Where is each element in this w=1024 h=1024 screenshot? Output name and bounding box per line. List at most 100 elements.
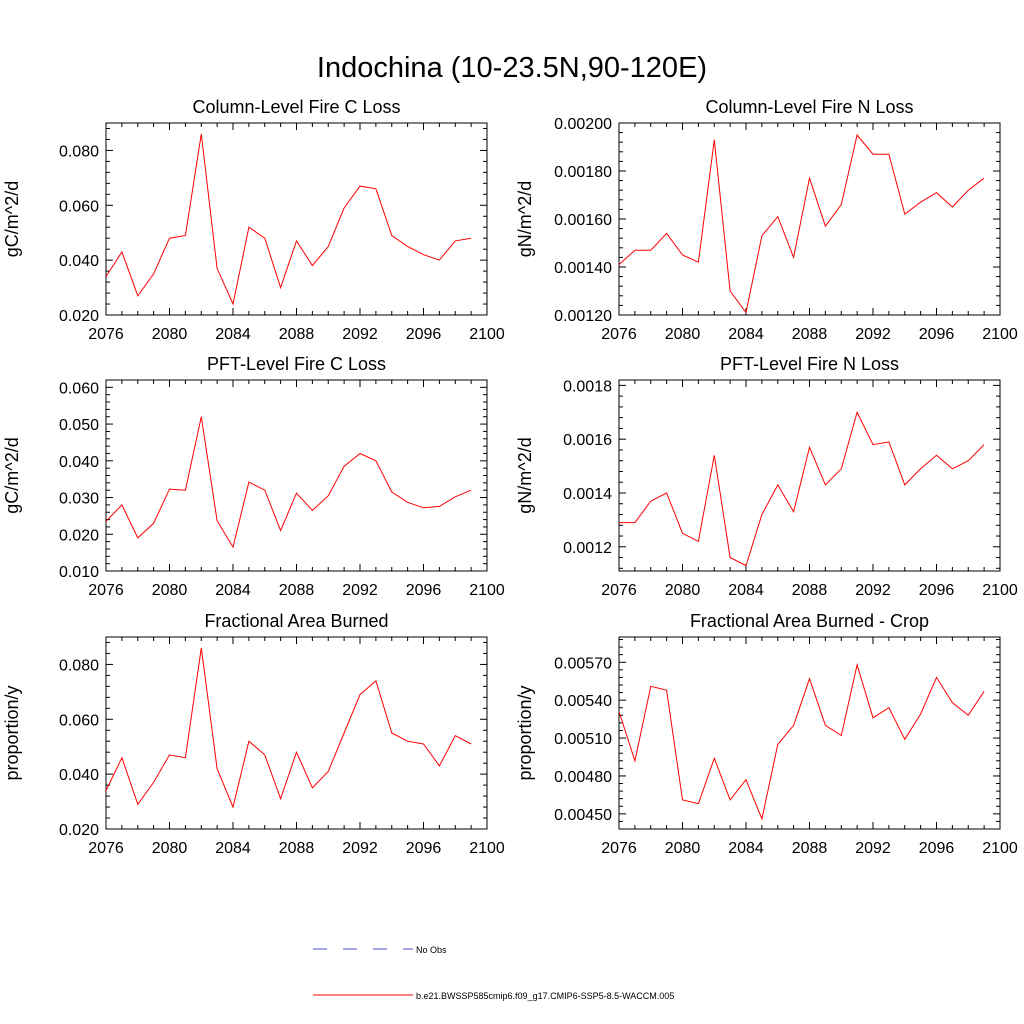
x-tick-label: 2088 <box>792 840 828 857</box>
x-tick-label: 2076 <box>88 840 124 857</box>
x-tick-label: 2088 <box>279 840 315 857</box>
x-tick-label: 2080 <box>665 326 701 343</box>
y-tick-label: 0.020 <box>59 308 99 325</box>
y-tick-label: 0.00510 <box>554 731 612 748</box>
chart-panel: PFT-Level Fire C Loss 2076 2080 2084 2088 209… <box>2 354 505 599</box>
y-tick-label: 0.060 <box>59 380 99 397</box>
y-tick-label: 0.00140 <box>554 260 612 277</box>
y-tick-label: 0.00120 <box>554 308 612 325</box>
x-tick-label: 2088 <box>279 582 315 599</box>
figure-title: Indochina (10-23.5N,90-120E) <box>317 52 707 84</box>
legend: No Obs b.e21.BWSSP585cmip6.f09_g17.CMIP6… <box>313 945 674 1001</box>
y-axis-label: gC/m^2/d <box>2 181 22 257</box>
y-tick-label: 0.040 <box>59 767 99 784</box>
x-tick-label: 2092 <box>855 840 891 857</box>
x-tick-label: 2076 <box>601 582 637 599</box>
series-line <box>618 133 985 314</box>
y-tick-label: 0.00480 <box>554 769 612 786</box>
x-tick-label: 2092 <box>855 326 891 343</box>
legend-obs-label: No Obs <box>416 945 447 955</box>
x-tick-label: 2084 <box>728 840 764 857</box>
y-axis-label: gC/m^2/d <box>2 437 22 513</box>
series-line <box>619 410 985 567</box>
x-tick-label: 2096 <box>919 326 955 343</box>
plot-frame <box>105 379 488 572</box>
x-tick-label: 2096 <box>406 582 442 599</box>
y-axis-label: gN/m^2/d <box>515 181 535 257</box>
plot-frame <box>105 636 488 830</box>
x-tick-label: 2084 <box>215 840 251 857</box>
chart-title: Fractional Area Burned - Crop <box>690 611 929 631</box>
x-tick-label: 2092 <box>855 582 891 599</box>
y-tick-label: 0.060 <box>59 712 99 729</box>
y-tick-label: 0.010 <box>59 564 99 581</box>
series-line <box>105 133 472 306</box>
x-tick-label: 2100 <box>982 326 1018 343</box>
x-tick-label: 2084 <box>728 582 764 599</box>
chart-title: PFT-Level Fire C Loss <box>207 354 386 374</box>
x-tick-label: 2096 <box>406 840 442 857</box>
plot-frame <box>618 636 1001 830</box>
chart-panel: Column-Level Fire C Loss 2076 2080 2084 2088… <box>2 97 505 343</box>
y-tick-label: 0.00540 <box>554 693 612 710</box>
x-tick-label: 2076 <box>601 840 637 857</box>
x-tick-label: 2096 <box>919 582 955 599</box>
x-tick-label: 2092 <box>342 326 378 343</box>
x-tick-label: 2100 <box>982 840 1018 857</box>
panels: Column-Level Fire C Loss 2076 2080 2084 2088… <box>2 97 1018 857</box>
y-tick-label: 0.00180 <box>554 164 612 181</box>
y-tick-label: 0.080 <box>59 143 99 160</box>
x-tick-label: 2096 <box>406 326 442 343</box>
x-tick-label: 2100 <box>469 326 505 343</box>
chart-panel: PFT-Level Fire N Loss 2076 2080 2084 2088 209… <box>515 354 1018 599</box>
y-tick-label: 0.030 <box>59 491 99 508</box>
y-axis-label: proportion/y <box>2 685 22 780</box>
y-tick-label: 0.0016 <box>563 432 612 449</box>
series-line <box>105 416 472 549</box>
x-tick-label: 2084 <box>215 326 251 343</box>
y-tick-label: 0.020 <box>59 527 99 544</box>
y-tick-label: 0.0012 <box>563 540 612 557</box>
x-tick-label: 2084 <box>728 326 764 343</box>
y-tick-label: 0.080 <box>59 657 99 674</box>
chart-title: Fractional Area Burned <box>204 611 388 631</box>
x-tick-label: 2080 <box>665 582 701 599</box>
x-tick-label: 2088 <box>279 326 315 343</box>
y-tick-label: 0.00200 <box>554 116 612 133</box>
y-tick-label: 0.050 <box>59 417 99 434</box>
y-tick-label: 0.040 <box>59 253 99 270</box>
x-tick-label: 2084 <box>215 582 251 599</box>
x-tick-label: 2080 <box>152 326 188 343</box>
plot-frame <box>105 122 488 316</box>
x-tick-label: 2100 <box>982 582 1018 599</box>
plot-frame <box>618 122 1001 316</box>
series-line <box>105 647 472 809</box>
y-tick-label: 0.020 <box>59 822 99 839</box>
y-axis-label: gN/m^2/d <box>515 437 535 513</box>
plot-frame <box>618 379 1001 572</box>
x-tick-label: 2076 <box>601 326 637 343</box>
y-tick-label: 0.00160 <box>554 212 612 229</box>
x-tick-label: 2096 <box>919 840 955 857</box>
y-tick-label: 0.060 <box>59 198 99 215</box>
x-tick-label: 2080 <box>152 840 188 857</box>
chart-title: PFT-Level Fire N Loss <box>720 354 899 374</box>
y-tick-label: 0.0014 <box>563 486 612 503</box>
x-tick-label: 2088 <box>792 582 828 599</box>
chart-panel: Fractional Area Burned 2076 2080 2084 2088 20… <box>2 611 505 857</box>
x-tick-label: 2080 <box>152 582 188 599</box>
x-tick-label: 2092 <box>342 840 378 857</box>
x-tick-label: 2076 <box>88 582 124 599</box>
y-tick-label: 0.0018 <box>563 378 612 395</box>
legend-model-label: b.e21.BWSSP585cmip6.f09_g17.CMIP6-SSP5-8… <box>416 991 674 1001</box>
chart-title: Column-Level Fire N Loss <box>705 97 913 117</box>
x-tick-label: 2092 <box>342 582 378 599</box>
chart-panel: Fractional Area Burned - Crop 2076 2080 208… <box>515 611 1018 857</box>
y-tick-label: 0.00450 <box>554 807 612 824</box>
x-tick-label: 2100 <box>469 582 505 599</box>
x-tick-label: 2088 <box>792 326 828 343</box>
y-axis-label: proportion/y <box>515 685 535 780</box>
chart-panel: Column-Level Fire N Loss 2076 2080 2084 2088… <box>515 97 1018 343</box>
chart-title: Column-Level Fire C Loss <box>192 97 400 117</box>
x-tick-label: 2076 <box>88 326 124 343</box>
